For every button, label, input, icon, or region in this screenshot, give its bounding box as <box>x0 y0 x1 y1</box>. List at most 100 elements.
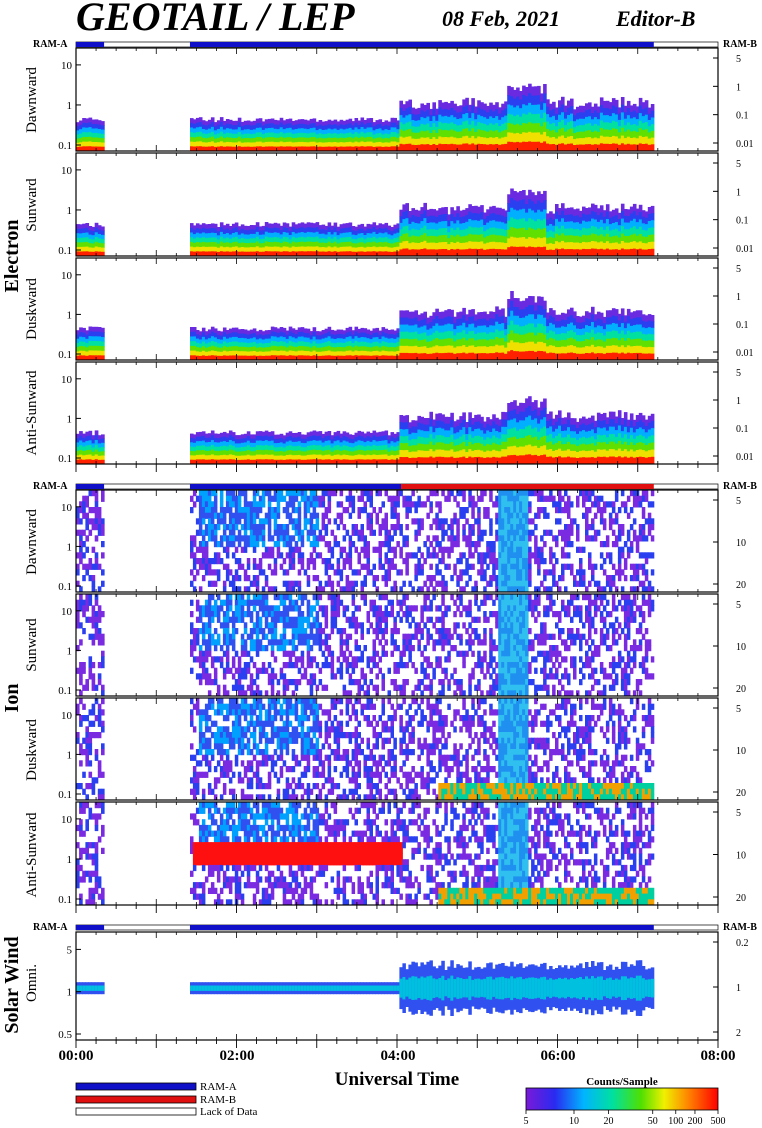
cell <box>315 134 320 139</box>
cell <box>276 133 281 139</box>
cell <box>375 341 380 347</box>
cell <box>291 437 296 443</box>
cell <box>264 512 269 519</box>
cell <box>635 235 640 243</box>
cell <box>465 314 469 322</box>
cell <box>312 246 317 252</box>
cell <box>611 352 616 361</box>
cell <box>405 429 409 437</box>
cell <box>240 126 245 131</box>
cell <box>369 247 374 252</box>
cell <box>570 228 574 236</box>
cell <box>555 421 559 430</box>
cell <box>537 305 541 315</box>
cell <box>297 459 302 465</box>
cell <box>336 226 341 232</box>
cell <box>558 321 562 329</box>
cell <box>534 229 538 240</box>
cell <box>348 118 353 124</box>
cell <box>465 143 469 152</box>
cell <box>381 355 386 361</box>
cell <box>474 106 478 114</box>
cell <box>97 129 102 134</box>
cell <box>423 311 427 320</box>
cell <box>486 320 490 328</box>
cell <box>582 248 586 257</box>
cell <box>438 129 442 137</box>
cell <box>483 451 487 459</box>
cell <box>546 346 550 354</box>
cell <box>231 350 236 356</box>
cell <box>513 315 517 326</box>
cell <box>228 501 233 508</box>
cell <box>231 237 236 243</box>
cell <box>495 102 499 110</box>
cell <box>390 436 395 442</box>
cell <box>429 341 433 348</box>
cell <box>387 243 392 248</box>
cell <box>564 437 568 445</box>
cell <box>591 203 595 212</box>
cell <box>602 335 607 343</box>
cell <box>647 436 652 444</box>
cell <box>608 434 613 443</box>
cell <box>632 117 637 125</box>
cell <box>620 233 625 242</box>
cell <box>82 437 86 443</box>
cell <box>210 507 215 514</box>
cell <box>378 330 383 336</box>
cell <box>264 334 269 340</box>
cell <box>276 242 281 248</box>
cell <box>462 121 466 130</box>
cell <box>486 144 490 152</box>
cell <box>219 351 224 357</box>
cell <box>79 327 83 333</box>
cell <box>258 234 263 240</box>
cell <box>435 413 439 422</box>
cell <box>249 129 254 135</box>
cell <box>492 449 496 458</box>
cell <box>225 563 230 570</box>
cell <box>632 318 637 326</box>
cell <box>408 458 412 465</box>
cell <box>570 249 574 257</box>
cell <box>614 430 619 438</box>
cell <box>300 251 305 257</box>
cell <box>450 129 454 138</box>
cell <box>327 246 332 252</box>
cell <box>608 426 613 435</box>
cell <box>599 219 604 228</box>
cell <box>324 251 329 257</box>
cell <box>546 136 550 145</box>
cell <box>354 127 359 133</box>
cell <box>201 223 206 229</box>
cell <box>561 143 565 152</box>
cell <box>456 234 460 243</box>
cell <box>88 127 93 133</box>
cell <box>378 347 383 353</box>
cell <box>294 228 299 234</box>
cell <box>414 432 418 440</box>
cell <box>471 227 475 235</box>
cell <box>228 230 233 235</box>
cell <box>192 558 197 565</box>
cell <box>480 450 484 458</box>
cell <box>246 243 251 248</box>
cell <box>249 501 254 508</box>
cell <box>333 232 338 238</box>
cell <box>537 314 541 325</box>
cell <box>534 418 538 428</box>
cell <box>198 229 203 235</box>
cell <box>246 234 251 240</box>
cell <box>312 459 317 465</box>
cell <box>579 341 583 349</box>
cell <box>605 204 610 213</box>
cell <box>222 454 227 460</box>
cell <box>614 107 619 115</box>
cell <box>101 490 105 497</box>
cell <box>375 346 380 352</box>
cell <box>378 246 383 252</box>
cell <box>456 220 460 228</box>
cell <box>252 541 257 548</box>
cell <box>534 141 538 152</box>
